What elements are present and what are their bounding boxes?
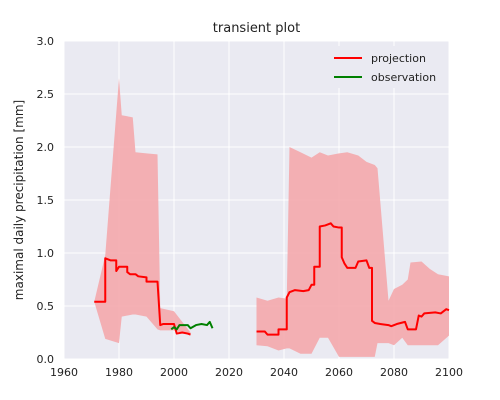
series-lines (94, 222, 450, 336)
projection-band (94, 78, 449, 357)
y-axis-label: maximal daily precipitation [mm] (12, 100, 26, 300)
x-tick-label: 1980 (105, 366, 133, 379)
legend-box (328, 46, 442, 88)
band-segment (94, 78, 191, 344)
x-tick-label: 2100 (435, 366, 463, 379)
legend-label-observation: observation (371, 71, 436, 84)
x-tick-label: 2020 (215, 366, 243, 379)
y-tick-label: 2.5 (37, 88, 55, 101)
series-line-projection (256, 222, 450, 336)
x-tick-label: 2000 (160, 366, 188, 379)
series-line-observation (170, 320, 214, 331)
x-tick-label: 2080 (380, 366, 408, 379)
x-tick-label: 2040 (270, 366, 298, 379)
legend: projection observation (328, 46, 442, 88)
y-tick-label: 1.0 (37, 247, 55, 260)
y-tick-label: 3.0 (37, 35, 55, 48)
legend-label-projection: projection (371, 52, 426, 65)
y-tick-label: 2.0 (37, 141, 55, 154)
x-tick-label: 2060 (325, 366, 353, 379)
chart-title: transient plot (213, 21, 300, 36)
tick-labels: 1960 1980 2000 2020 2040 2060 2080 2100 0.0 0.5 1.… (37, 35, 464, 379)
band-segment (256, 147, 449, 357)
y-tick-label: 0.5 (37, 300, 55, 313)
x-tick-label: 1960 (50, 366, 78, 379)
y-tick-label: 0.0 (37, 353, 55, 366)
y-tick-label: 1.5 (37, 194, 55, 207)
